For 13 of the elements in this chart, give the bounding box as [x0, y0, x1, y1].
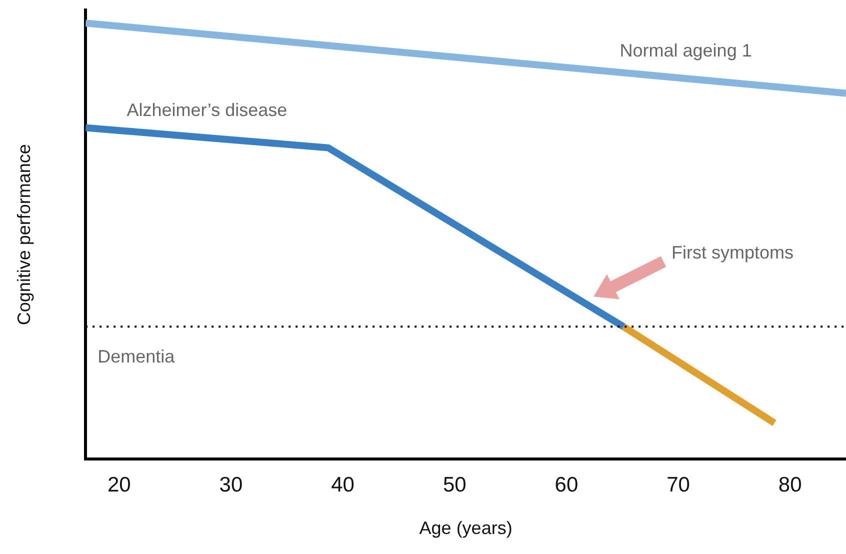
- x-tick-label: 50: [442, 474, 466, 497]
- ref-line-label: Dementia: [98, 346, 176, 367]
- annotation: First symptoms: [672, 242, 794, 263]
- x-tick-label: 20: [107, 474, 131, 497]
- y-axis-title: Cognitive performance: [14, 144, 34, 326]
- series-label: Alzheimer’s disease: [126, 100, 288, 120]
- x-tick-label: 70: [666, 474, 690, 497]
- x-tick-label: 80: [778, 474, 802, 497]
- x-tick-label: 30: [219, 474, 243, 497]
- x-tick-label: 60: [554, 474, 578, 497]
- x-tick-label: 40: [331, 474, 354, 497]
- series-label: Normal ageing 1: [620, 40, 752, 60]
- x-axis-title: Age (years): [419, 518, 512, 538]
